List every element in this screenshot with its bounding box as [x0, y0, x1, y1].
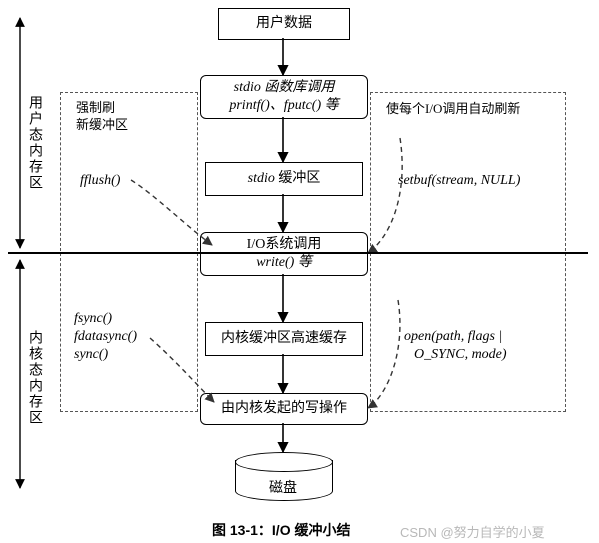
label-auto-flush: 使每个I/O调用自动刷新: [386, 101, 520, 118]
label-open-2: O_SYNC, mode): [414, 346, 507, 364]
watermark: CSDN @努力自学的小夏: [400, 522, 545, 541]
node-kernel-write: 由内核发起的写操作: [200, 393, 368, 425]
node-text: stdio 函数库调用: [234, 79, 335, 97]
node-text: 内核缓冲区高速缓存: [221, 330, 347, 348]
node-stdio-buffer: stdio 缓冲区: [205, 162, 363, 196]
node-text: 用户数据: [256, 15, 312, 33]
label-fflush: fflush(): [80, 172, 120, 190]
label-force-flush-1: 强制刷: [76, 100, 115, 117]
node-text: stdio 缓冲区: [248, 170, 321, 188]
label-setvbuf: setbuf(stream, NULL): [398, 172, 520, 190]
region-label-user: 用户态内存区: [24, 95, 44, 191]
region-label-kernel: 内核态内存区: [24, 330, 44, 426]
node-text: write() 等: [256, 254, 312, 272]
node-text: I/O系统调用: [247, 236, 322, 254]
node-user-data: 用户数据: [218, 8, 350, 40]
node-kernel-buffer: 内核缓冲区高速缓存: [205, 322, 363, 356]
disk-label: 磁盘: [235, 477, 331, 497]
node-io-syscall: I/O系统调用 write() 等: [200, 232, 368, 276]
node-text: printf()、fputc() 等: [229, 97, 338, 115]
label-fsync: fsync(): [74, 310, 112, 328]
label-open-1: open(path, flags |: [404, 328, 502, 346]
node-stdio-calls: stdio 函数库调用 printf()、fputc() 等: [200, 75, 368, 119]
node-text: 由内核发起的写操作: [221, 400, 347, 418]
label-fdatasync: fdatasync(): [74, 328, 137, 346]
label-sync: sync(): [74, 346, 108, 364]
figure-caption: 图 13-1：I/O 缓冲小结: [212, 520, 350, 540]
label-force-flush-2: 新缓冲区: [76, 117, 128, 134]
disk-shape-top: [235, 452, 333, 472]
